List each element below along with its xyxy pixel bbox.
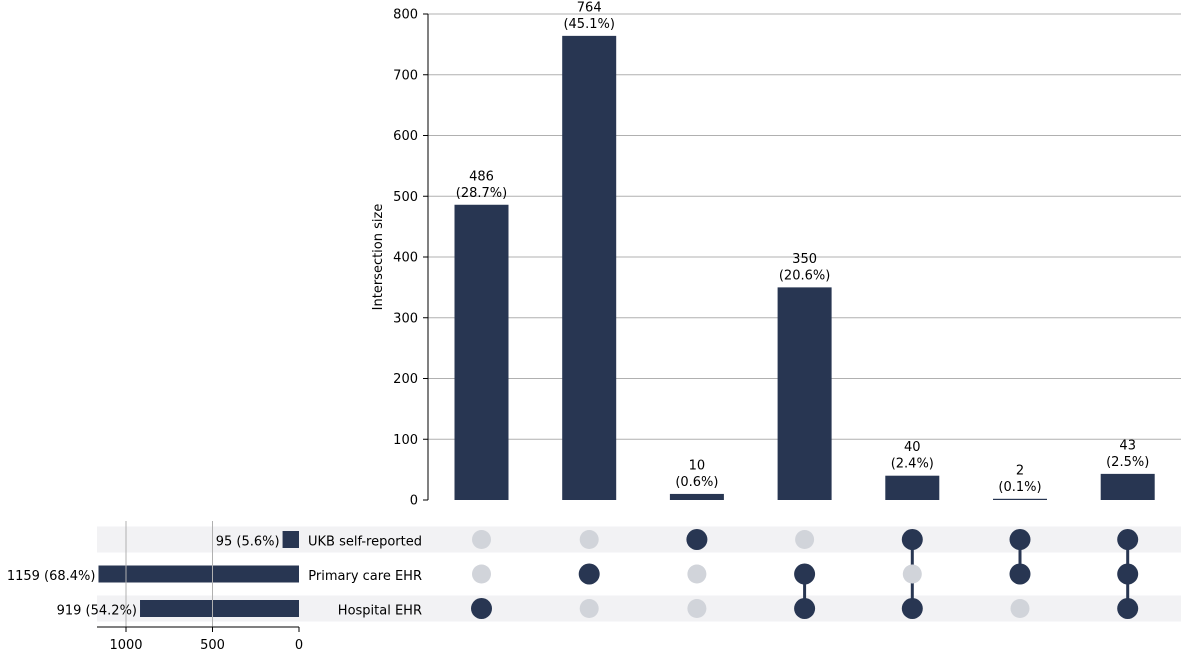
intersection-bar bbox=[454, 204, 509, 500]
y-tick-label: 0 bbox=[410, 494, 418, 509]
set-size-label: 1159 (68.4%) bbox=[7, 569, 96, 584]
matrix-dot-active bbox=[1009, 563, 1031, 585]
set-names: UKB self-reported Primary care EHR Hospita… bbox=[308, 535, 422, 619]
matrix-dot-inactive bbox=[579, 530, 599, 549]
intersection-axis-title: Intersection size bbox=[371, 204, 386, 311]
intersection-bar bbox=[993, 498, 1047, 500]
bar-count-label: 486 bbox=[469, 169, 494, 184]
bar-percent-label: (0.6%) bbox=[675, 475, 718, 490]
matrix-dot-inactive bbox=[795, 530, 815, 549]
y-tick-label: 200 bbox=[393, 372, 418, 387]
bar-percent-label: (45.1%) bbox=[563, 17, 614, 32]
intersection-bars bbox=[454, 35, 1155, 501]
y-tick-label: 300 bbox=[393, 311, 418, 326]
bar-count-label: 43 bbox=[1119, 438, 1136, 453]
matrix-stripe bbox=[97, 526, 1181, 553]
membership-matrix bbox=[471, 529, 1139, 619]
matrix-dot-active bbox=[794, 598, 816, 619]
set-size-label: 95 (5.6%) bbox=[216, 535, 280, 550]
matrix-dot-active bbox=[1117, 598, 1139, 619]
set-size-tick-label: 1000 bbox=[109, 638, 142, 651]
matrix-dot-inactive bbox=[472, 564, 491, 584]
matrix-dot-active bbox=[794, 563, 816, 585]
set-size-tick-label: 500 bbox=[200, 638, 225, 651]
bar-percent-label: (28.7%) bbox=[456, 186, 507, 201]
bar-percent-label: (2.4%) bbox=[891, 457, 934, 472]
matrix-dot-inactive bbox=[687, 599, 707, 618]
bar-count-label: 10 bbox=[689, 458, 706, 473]
intersection-bar-labels: 486 (28.7%) 764 (45.1%) 10 (0.6%) 350(20.6%) 40… bbox=[456, 0, 1150, 494]
set-size-bar bbox=[140, 600, 299, 617]
y-tick-label: 700 bbox=[393, 68, 418, 83]
set-size-tick-label: 0 bbox=[295, 638, 303, 651]
bar-percent-label: (20.6%) bbox=[779, 268, 830, 283]
set-size-bars: 95 (5.6%) 1159 (68.4%) 919 (54.2%) bbox=[7, 531, 299, 619]
set-size-label: 919 (54.2%) bbox=[57, 604, 137, 619]
matrix-dot-active bbox=[1117, 563, 1139, 585]
bar-count-label: 350 bbox=[792, 252, 817, 267]
intersection-bar bbox=[562, 35, 617, 501]
bar-percent-label: (2.5%) bbox=[1106, 455, 1149, 470]
bar-percent-label: (0.1%) bbox=[998, 480, 1041, 495]
matrix-dot-inactive bbox=[579, 599, 599, 618]
set-size-axis: 1000 500 0 bbox=[97, 521, 303, 651]
matrix-dot-inactive bbox=[1010, 599, 1030, 618]
set-size-bar bbox=[98, 565, 299, 583]
set-name-label: UKB self-reported bbox=[308, 535, 422, 550]
matrix-dot-inactive bbox=[687, 564, 707, 584]
set-size-bar bbox=[282, 531, 299, 548]
intersection-bar bbox=[777, 287, 832, 500]
intersection-bar bbox=[885, 475, 940, 500]
matrix-dot-active bbox=[1009, 529, 1031, 550]
intersection-bar bbox=[669, 493, 724, 500]
intersection-y-axis: 0 100 200 300 400 500 600 700 800 bbox=[393, 8, 429, 509]
y-tick-label: 500 bbox=[393, 190, 418, 205]
intersection-bar bbox=[1100, 473, 1155, 500]
matrix-dot-inactive bbox=[472, 530, 491, 549]
y-tick-label: 400 bbox=[393, 251, 418, 266]
matrix-dot-active bbox=[471, 598, 492, 619]
y-tick-label: 800 bbox=[393, 8, 418, 23]
matrix-dot-active bbox=[901, 529, 923, 550]
set-name-label: Primary care EHR bbox=[308, 569, 422, 584]
set-name-label: Hospital EHR bbox=[338, 604, 422, 619]
matrix-row-stripes bbox=[97, 526, 1181, 622]
bar-count-label: 2 bbox=[1016, 463, 1024, 478]
y-tick-label: 600 bbox=[393, 129, 418, 144]
bar-count-label: 40 bbox=[904, 440, 921, 455]
matrix-dot-active bbox=[901, 598, 923, 619]
matrix-dot-active bbox=[686, 529, 708, 550]
matrix-dot-active bbox=[1117, 529, 1139, 550]
bar-count-label: 764 bbox=[577, 0, 602, 15]
matrix-dot-inactive bbox=[902, 564, 922, 584]
y-tick-label: 100 bbox=[393, 433, 418, 448]
matrix-dot-active bbox=[578, 563, 600, 585]
